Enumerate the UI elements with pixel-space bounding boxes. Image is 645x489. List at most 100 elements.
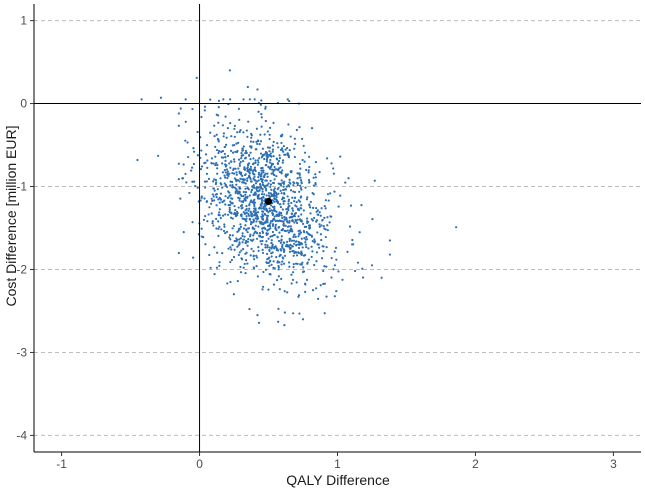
data-point <box>274 227 277 230</box>
data-point <box>260 215 263 218</box>
data-point <box>265 261 268 264</box>
data-point <box>265 252 269 256</box>
data-point <box>241 234 244 237</box>
data-point <box>275 196 278 199</box>
data-point <box>230 248 233 251</box>
data-point <box>223 152 226 156</box>
data-point <box>228 234 232 237</box>
data-point <box>252 157 255 160</box>
data-point <box>258 142 261 146</box>
data-point <box>271 144 274 147</box>
data-point <box>280 214 283 217</box>
data-point <box>286 207 289 210</box>
data-point <box>239 265 242 269</box>
data-point <box>304 186 307 189</box>
data-point <box>255 187 258 191</box>
data-point <box>233 172 236 175</box>
data-point <box>333 264 336 267</box>
data-point <box>247 168 250 171</box>
data-point <box>255 265 258 268</box>
data-point <box>215 181 218 184</box>
data-point <box>226 176 229 180</box>
data-point <box>266 209 269 212</box>
data-point <box>276 200 280 203</box>
data-point <box>281 208 284 211</box>
data-point <box>297 243 300 246</box>
data-point <box>224 159 227 162</box>
data-point <box>323 265 326 268</box>
data-point <box>229 184 232 187</box>
data-point <box>335 290 338 293</box>
data-point <box>332 167 335 170</box>
data-point <box>261 210 265 213</box>
data-point <box>230 258 233 262</box>
data-point <box>211 199 214 202</box>
data-point <box>257 186 261 189</box>
data-point <box>310 245 313 248</box>
data-point <box>241 232 244 235</box>
data-point <box>289 225 292 228</box>
data-point <box>301 261 304 264</box>
data-point <box>250 188 254 191</box>
data-point <box>297 246 301 250</box>
data-point <box>275 256 278 259</box>
data-point <box>229 193 232 197</box>
data-point <box>213 199 216 202</box>
data-point <box>184 98 187 101</box>
data-point <box>266 130 269 133</box>
y-tick-label: -4 <box>16 428 27 442</box>
data-point <box>314 173 317 176</box>
data-point <box>260 116 263 119</box>
data-point <box>373 179 376 182</box>
data-point <box>253 258 256 261</box>
data-point <box>311 206 315 209</box>
data-point <box>257 225 260 228</box>
data-point <box>268 207 271 210</box>
data-point <box>300 263 303 266</box>
data-point <box>295 281 298 284</box>
data-point <box>268 150 271 153</box>
data-point <box>320 238 323 242</box>
data-point <box>290 201 293 205</box>
data-point <box>300 182 303 185</box>
data-point <box>221 186 224 189</box>
data-point <box>266 146 270 149</box>
data-point <box>303 254 307 257</box>
data-point <box>214 163 217 167</box>
data-point <box>246 231 249 234</box>
data-point <box>324 199 327 202</box>
data-point <box>261 239 264 243</box>
data-point <box>249 165 253 168</box>
data-point <box>311 240 314 243</box>
data-point <box>246 244 249 247</box>
data-point <box>217 138 220 141</box>
data-point <box>245 217 248 220</box>
data-point <box>275 214 278 217</box>
data-point <box>222 229 226 233</box>
data-point <box>218 261 221 264</box>
data-point <box>218 201 221 204</box>
data-point <box>241 147 244 150</box>
data-point <box>292 265 295 269</box>
data-point <box>305 238 309 241</box>
data-point <box>261 217 264 220</box>
data-point <box>248 307 251 311</box>
data-point <box>298 176 301 179</box>
data-point <box>262 175 265 178</box>
data-point <box>271 150 274 153</box>
data-point <box>291 271 295 274</box>
data-point <box>231 151 235 154</box>
data-point <box>257 179 260 182</box>
data-point <box>229 211 232 214</box>
data-point <box>306 261 309 264</box>
data-point <box>260 113 263 116</box>
data-point <box>270 204 273 207</box>
data-point <box>200 235 203 238</box>
data-point <box>246 179 249 182</box>
data-point <box>266 229 269 232</box>
data-point <box>279 253 282 257</box>
data-point <box>232 186 235 189</box>
data-point <box>236 279 239 283</box>
data-point <box>270 252 273 255</box>
data-point <box>240 203 244 207</box>
